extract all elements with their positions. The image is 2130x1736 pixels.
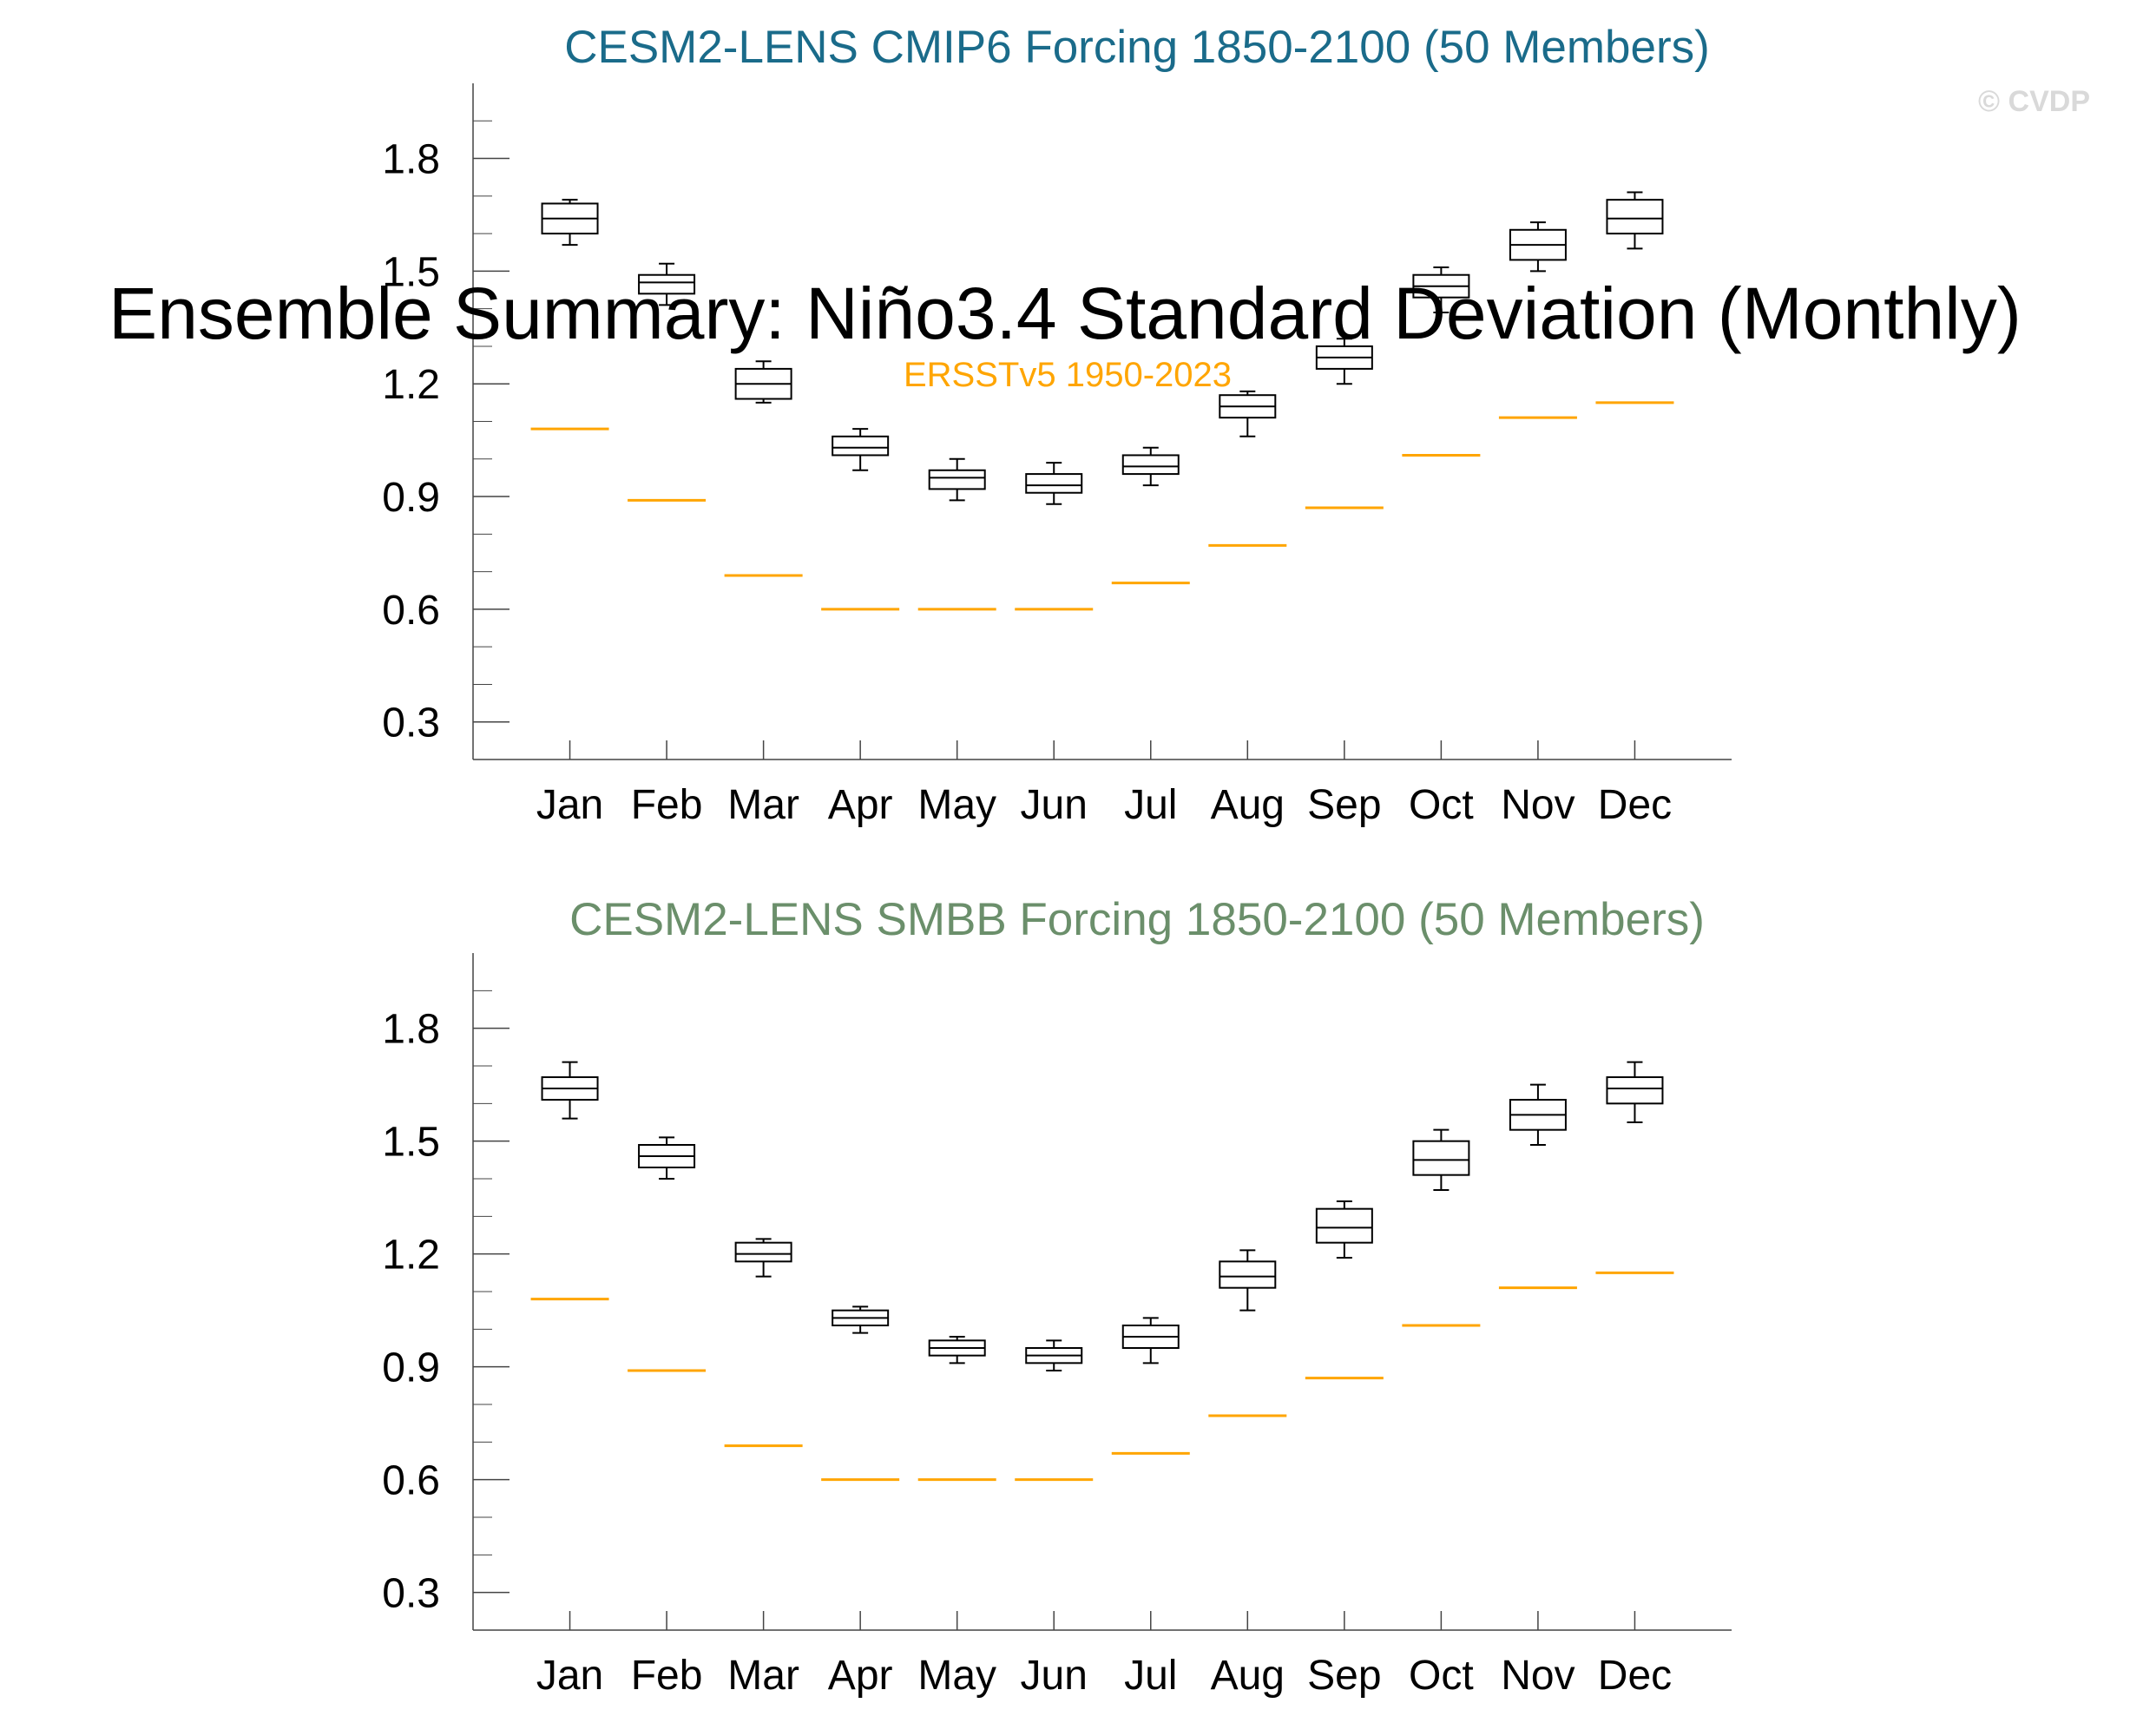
x-tick-label: Apr <box>828 1653 893 1699</box>
x-tick-label: Jul <box>1124 782 1177 828</box>
x-tick-label: May <box>917 1653 996 1699</box>
panel-title: CESM2-LENS CMIP6 Forcing 1850-2100 (50 M… <box>564 22 1710 73</box>
y-tick-label: 1.8 <box>382 1007 440 1053</box>
y-tick-label: 0.6 <box>382 1458 440 1504</box>
box-iqr <box>1606 1076 1664 1105</box>
panel-title: CESM2-LENS SMBB Forcing 1850-2100 (50 Me… <box>569 894 1705 945</box>
y-tick-label: 0.6 <box>382 588 440 634</box>
box-iqr <box>1025 473 1083 494</box>
box-iqr <box>832 435 890 457</box>
y-tick-label: 1.2 <box>382 362 440 408</box>
cvdp-credit: © CVDP <box>1978 85 2090 118</box>
x-tick-label: Feb <box>631 782 703 828</box>
x-tick-label: Jun <box>1021 782 1088 828</box>
y-tick-label: 0.9 <box>382 475 440 521</box>
panel-cmip6: CESM2-LENS CMIP6 Forcing 1850-2100 (50 M… <box>382 22 1732 828</box>
box-iqr <box>638 273 696 295</box>
box-iqr <box>1315 1207 1373 1244</box>
x-tick-label: Jun <box>1021 1653 1088 1699</box>
box-iqr <box>1412 1140 1470 1176</box>
box-iqr <box>734 1241 792 1263</box>
box-iqr <box>1219 1260 1277 1289</box>
obs-legend-label: ERSSTv5 1950-2023 <box>904 356 1232 394</box>
panel-smbb: CESM2-LENS SMBB Forcing 1850-2100 (50 Me… <box>382 894 1732 1699</box>
box-iqr <box>1121 454 1180 476</box>
x-tick-label: Jan <box>536 1653 603 1699</box>
x-tick-label: May <box>917 782 996 828</box>
box-iqr <box>928 469 986 490</box>
x-tick-label: Sep <box>1307 1653 1381 1699</box>
x-tick-label: Mar <box>727 1653 799 1699</box>
x-tick-label: Oct <box>1409 1653 1474 1699</box>
x-tick-label: Jul <box>1124 1653 1177 1699</box>
x-tick-label: Aug <box>1211 1653 1285 1699</box>
box-iqr <box>1606 199 1664 235</box>
y-tick-label: 0.3 <box>382 700 440 746</box>
y-tick-label: 0.3 <box>382 1571 440 1617</box>
x-tick-label: Aug <box>1211 782 1285 828</box>
y-tick-label: 0.9 <box>382 1345 440 1391</box>
x-tick-label: Sep <box>1307 782 1381 828</box>
x-tick-label: Dec <box>1598 782 1672 828</box>
y-tick-label: 1.8 <box>382 137 440 183</box>
x-tick-label: Mar <box>727 782 799 828</box>
y-tick-label: 1.5 <box>382 249 440 295</box>
x-tick-label: Jan <box>536 782 603 828</box>
x-tick-label: Apr <box>828 782 893 828</box>
x-tick-label: Oct <box>1409 782 1474 828</box>
x-tick-label: Nov <box>1501 1653 1574 1699</box>
x-tick-label: Feb <box>631 1653 703 1699</box>
main-title: Ensemble Summary: Niño3.4 Standard Devia… <box>108 273 2022 354</box>
x-tick-label: Nov <box>1501 782 1574 828</box>
x-tick-label: Dec <box>1598 1653 1672 1699</box>
y-tick-label: 1.2 <box>382 1233 440 1279</box>
y-tick-label: 1.5 <box>382 1120 440 1166</box>
